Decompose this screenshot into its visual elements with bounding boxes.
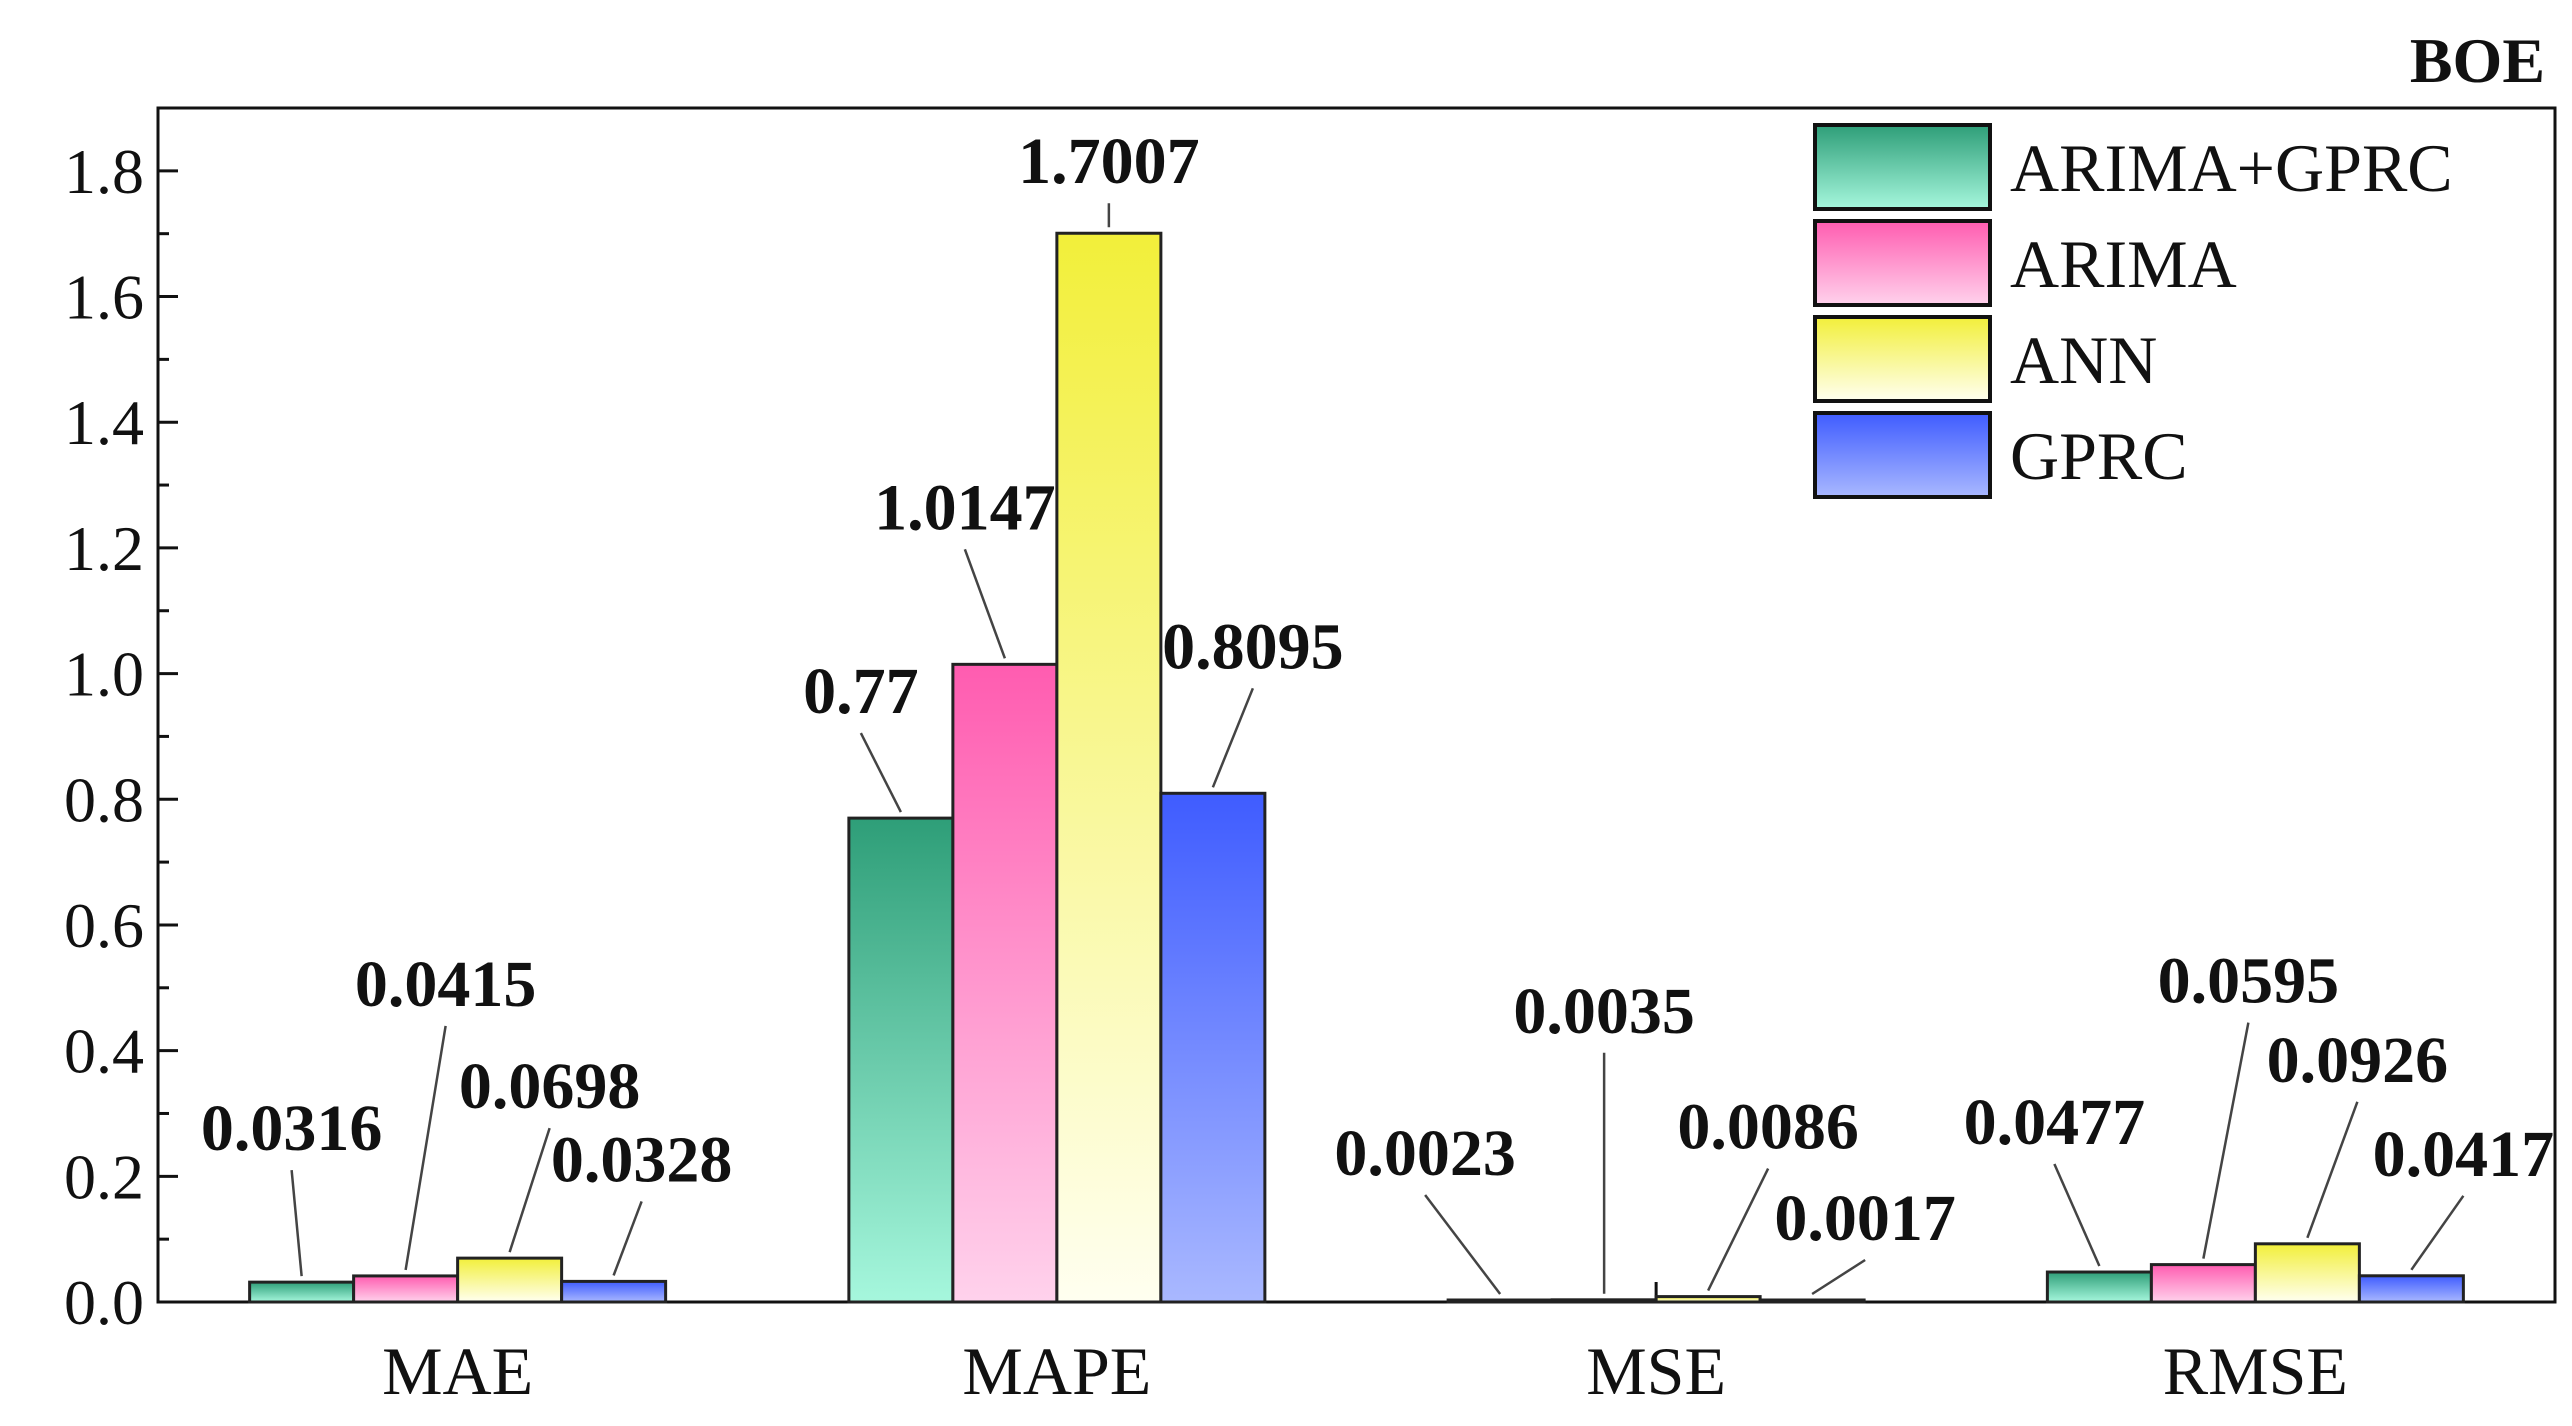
legend-label: GPRC bbox=[2010, 418, 2188, 494]
label-leader-line bbox=[963, 548, 1007, 659]
label-leader-line bbox=[404, 1025, 447, 1271]
bar-mae-arima bbox=[352, 1274, 460, 1304]
bar-mse-arima bbox=[1550, 1298, 1658, 1304]
label-leader-line bbox=[1811, 1258, 1866, 1296]
bar-mse-arima-gprc bbox=[1446, 1298, 1554, 1304]
label-leader-line bbox=[1707, 1168, 1770, 1292]
legend-swatch-gprc bbox=[1813, 411, 1992, 499]
value-label: 0.0023 bbox=[1334, 1117, 1516, 1190]
y-tick-label: 1.0 bbox=[64, 639, 144, 710]
value-label: 0.77 bbox=[803, 655, 919, 728]
bar-mse-gprc bbox=[1758, 1298, 1866, 1304]
y-tick-label: 0.0 bbox=[64, 1267, 144, 1338]
bar-mape-gprc bbox=[1159, 791, 1267, 1304]
x-tick-label-mae: MAE bbox=[382, 1333, 533, 1409]
value-label: 0.0086 bbox=[1677, 1091, 1859, 1164]
y-tick-label: 1.8 bbox=[64, 136, 144, 207]
bar-mse-ann bbox=[1654, 1295, 1762, 1304]
legend-label: ARIMA+GPRC bbox=[2010, 130, 2453, 206]
y-tick-label: 0.8 bbox=[64, 764, 144, 835]
bar-mae-gprc bbox=[560, 1279, 668, 1304]
chart-title: BOE bbox=[2410, 25, 2545, 96]
value-label: 1.0147 bbox=[874, 471, 1056, 544]
value-label: 0.0595 bbox=[2158, 945, 2340, 1018]
x-tick-label-mape: MAPE bbox=[962, 1333, 1151, 1409]
label-leader-line bbox=[612, 1200, 643, 1276]
y-tick-label: 1.2 bbox=[64, 513, 144, 584]
bar-mape-ann bbox=[1055, 231, 1163, 1304]
value-label: 0.0415 bbox=[355, 948, 537, 1021]
bar-mae-ann bbox=[456, 1256, 564, 1304]
x-tick-label-mse: MSE bbox=[1586, 1333, 1726, 1409]
label-leader-line bbox=[2306, 1101, 2359, 1239]
value-label: 0.0316 bbox=[201, 1092, 383, 1165]
bar-mape-arima-gprc bbox=[847, 816, 955, 1304]
bar-mae-arima-gprc bbox=[248, 1280, 356, 1304]
label-leader-line bbox=[290, 1170, 303, 1277]
value-label: 0.0477 bbox=[1964, 1086, 2146, 1159]
legend-swatch-ann bbox=[1813, 315, 1992, 403]
y-tick-label: 0.4 bbox=[64, 1016, 144, 1087]
bar-mape-arima bbox=[951, 662, 1059, 1304]
y-tick-label: 0.2 bbox=[64, 1141, 144, 1212]
label-leader-line bbox=[859, 732, 902, 813]
label-leader-line bbox=[2410, 1195, 2465, 1271]
legend-swatch-arima bbox=[1813, 219, 1992, 307]
bar-rmse-gprc bbox=[2357, 1274, 2465, 1304]
y-tick-label: 0.6 bbox=[64, 890, 144, 961]
bar-rmse-arima-gprc bbox=[2045, 1270, 2153, 1304]
legend-swatch-arima-gprc bbox=[1813, 123, 1992, 211]
bar-rmse-arima bbox=[2149, 1263, 2257, 1304]
value-label: 0.0417 bbox=[2373, 1118, 2555, 1191]
legend-label: ANN bbox=[2010, 322, 2157, 398]
label-leader-line bbox=[2053, 1163, 2101, 1267]
label-leader-line bbox=[2202, 1022, 2250, 1259]
y-tick-label: 1.6 bbox=[64, 262, 144, 333]
label-leader-line bbox=[1424, 1194, 1502, 1295]
value-label: 1.7007 bbox=[1018, 125, 1200, 198]
value-label: 0.0017 bbox=[1774, 1182, 1956, 1255]
legend-label: ARIMA bbox=[2010, 226, 2237, 302]
value-label: 0.0926 bbox=[2267, 1024, 2449, 1097]
x-tick-label-rmse: RMSE bbox=[2163, 1333, 2348, 1409]
plot-frame bbox=[156, 106, 2557, 1304]
value-label: 0.0328 bbox=[551, 1123, 733, 1196]
bar-rmse-ann bbox=[2253, 1242, 2361, 1304]
label-leader-line bbox=[508, 1127, 551, 1253]
y-tick-label: 1.4 bbox=[64, 387, 144, 458]
label-leader-line bbox=[1211, 687, 1255, 788]
value-label: 0.8095 bbox=[1162, 610, 1344, 683]
value-label: 0.0698 bbox=[459, 1050, 641, 1123]
value-label: 0.0035 bbox=[1513, 975, 1695, 1048]
